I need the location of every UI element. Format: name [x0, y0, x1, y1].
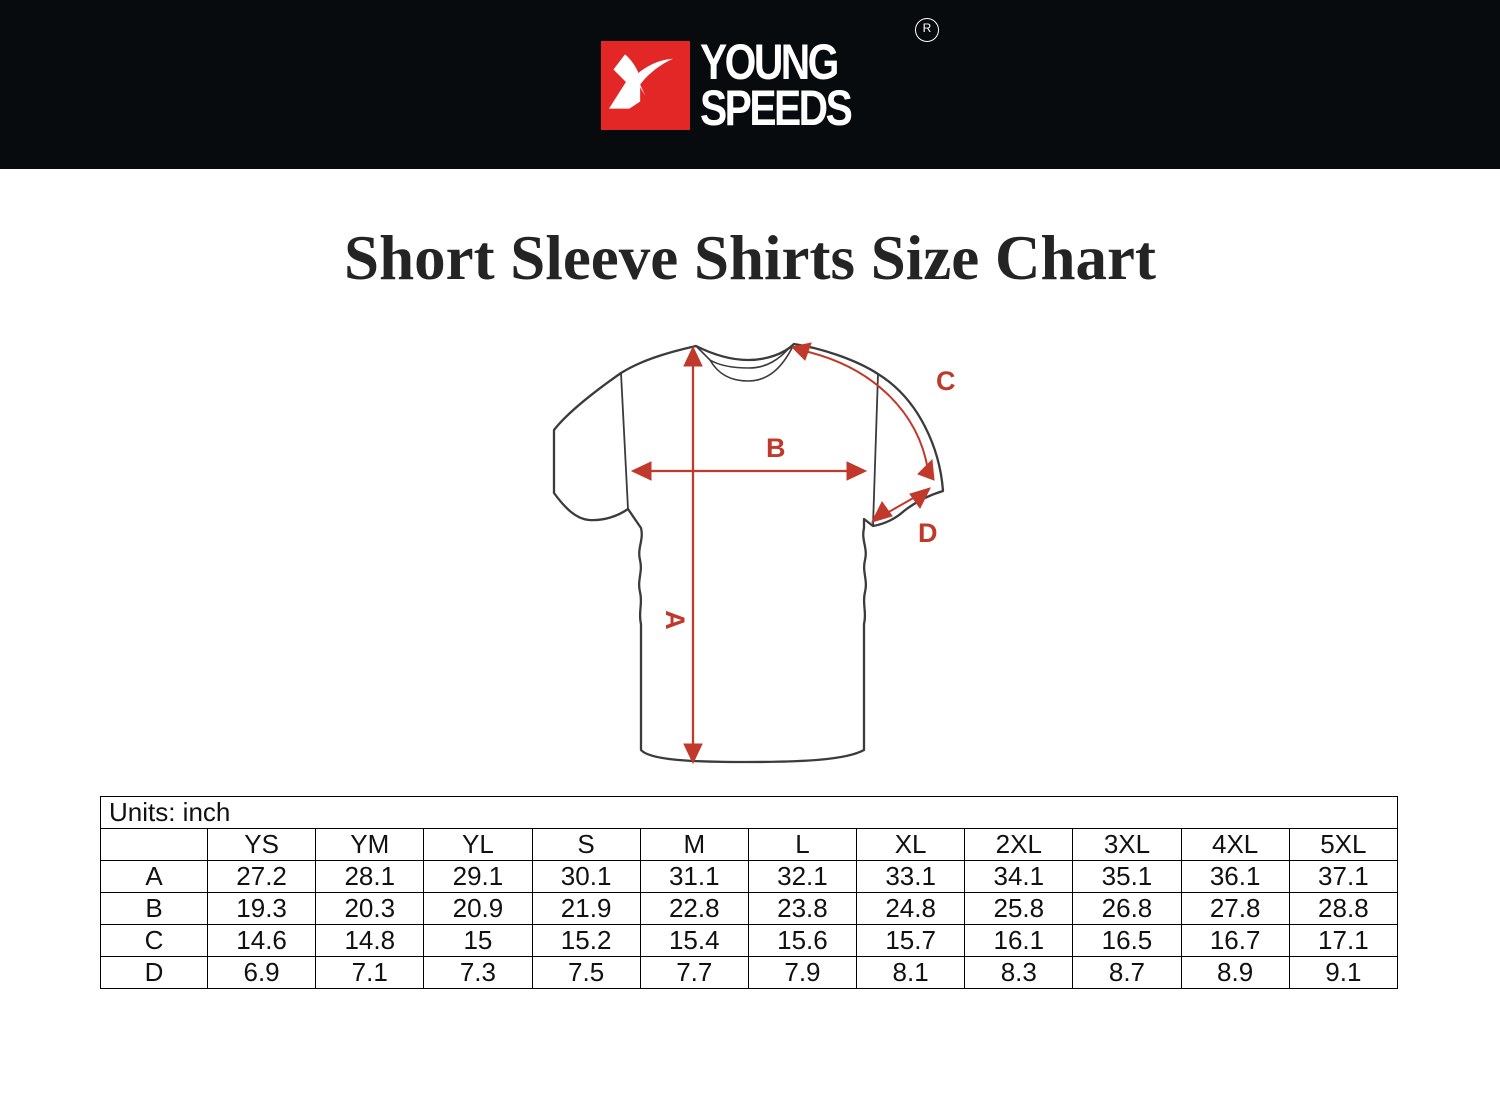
svg-text:D: D	[918, 518, 938, 548]
svg-text:B: B	[766, 433, 786, 463]
svg-text:A: A	[660, 610, 690, 630]
svg-text:C: C	[936, 366, 956, 396]
